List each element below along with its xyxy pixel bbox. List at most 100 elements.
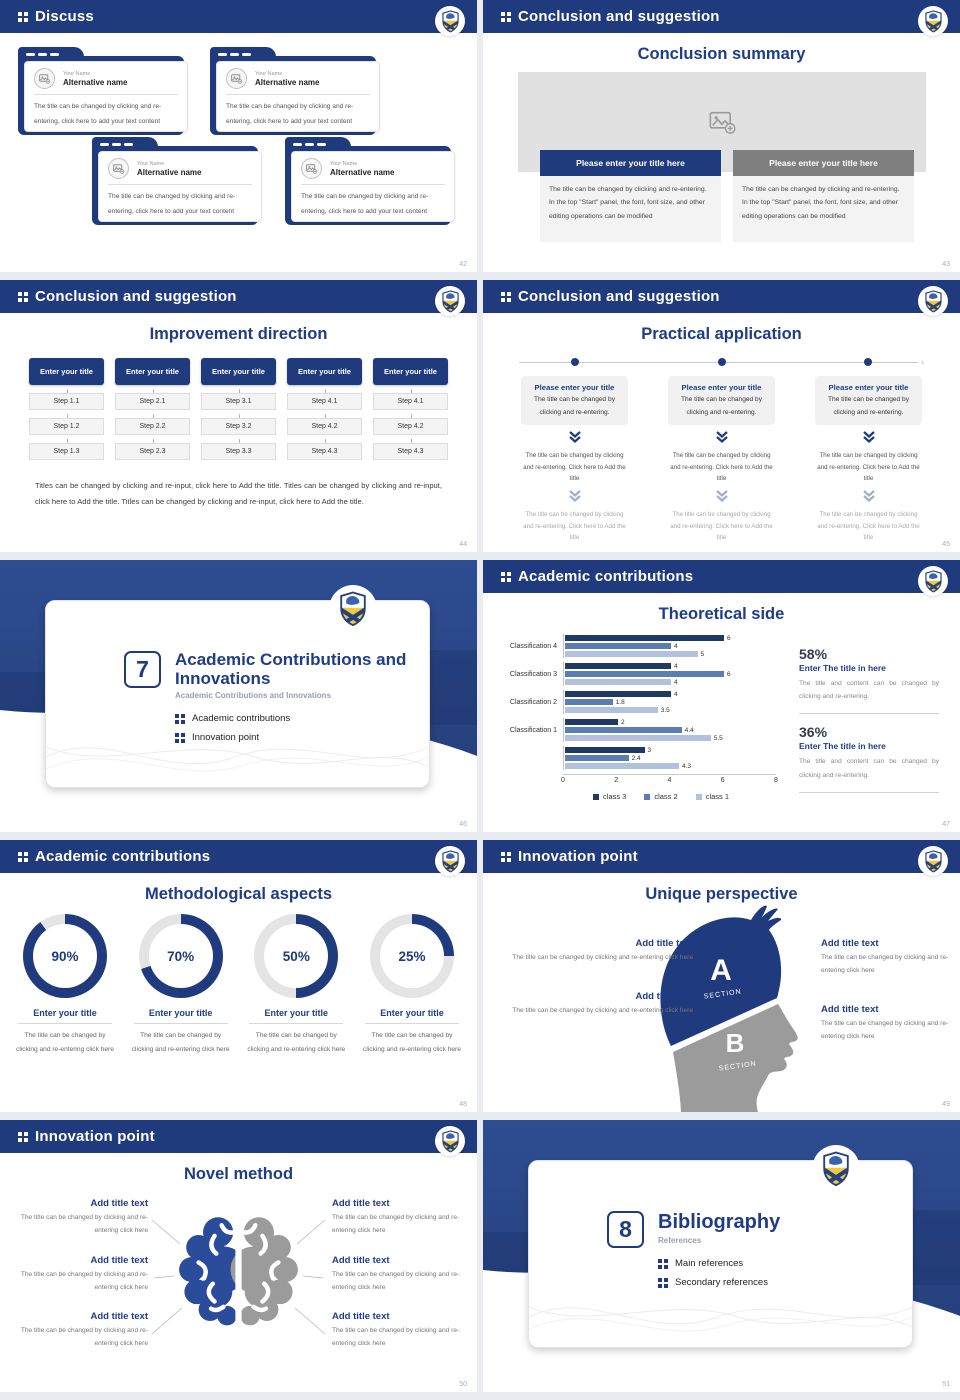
summary-columns: Please enter your title here The title c…	[540, 150, 914, 242]
step-box: Step 4.2	[373, 414, 448, 435]
bar-category-label: Classification 4	[509, 642, 557, 650]
bar-groups: Classification 4 6 4 5 Classification 3 4 6 4 Cl…	[483, 634, 795, 770]
stat-block: 58% Enter The title in here The title an…	[799, 646, 939, 715]
block-title: Add title text	[90, 1198, 148, 1209]
slide-header-bar: Conclusion and suggestion	[483, 280, 960, 313]
section-card: 8 Bibliography References Main reference…	[528, 1145, 913, 1348]
x-axis: 0 2 4 6 8	[561, 774, 778, 784]
step-box: Step 4.2	[287, 414, 362, 435]
slide-theoretical-side[interactable]: Academic contributions Theoretical side …	[483, 560, 960, 832]
column-title-button: Enter your title	[29, 358, 104, 385]
title-card: Please enter your title The title can be…	[815, 376, 922, 426]
donut-body: The title can be changed by clicking and…	[16, 1032, 114, 1053]
step-box: Step 4.3	[287, 439, 362, 460]
bar-value-label: 4	[674, 690, 678, 698]
chapter-bullets: Academic contributions Innovation point	[175, 713, 410, 743]
bottom-text: The title can be changed by clicking and…	[670, 511, 773, 542]
improvement-column: Enter your title Step 4.1 Step 4.2 Step 4.…	[373, 358, 448, 460]
step-box: Step 4.1	[373, 389, 448, 410]
donut-title: Enter your title	[249, 1008, 344, 1024]
chapter-subtitle: References	[658, 1236, 702, 1245]
card-title: Please enter your title	[534, 383, 615, 392]
chevron-down-icon	[815, 430, 922, 448]
improvement-columns: Enter your title Step 1.1 Step 1.2 Step 1.…	[0, 358, 477, 460]
card-alt-name: Alternative name	[137, 167, 202, 177]
page-number: 46	[459, 821, 467, 828]
slide-conclusion-summary[interactable]: Conclusion and suggestion Conclusion sum…	[483, 0, 960, 272]
bar-category-label: Classification 1	[509, 726, 557, 734]
bar-group: Classification 3 4 6 4	[483, 662, 795, 686]
card-title: Please enter your title	[681, 383, 762, 392]
block-body: The title can be changed by clicking and…	[332, 1327, 460, 1348]
folder-tab	[285, 137, 351, 152]
folder-tab	[210, 47, 276, 62]
header-title: Academic contributions	[35, 848, 211, 865]
header-squares-icon	[18, 1131, 28, 1142]
bar	[565, 727, 682, 733]
step-box: Step 4.1	[287, 389, 362, 410]
block-title: Add title text	[821, 938, 879, 949]
x-tick-label: 6	[720, 777, 725, 784]
slide-improvement-direction[interactable]: Conclusion and suggestion Improvement di…	[0, 280, 477, 552]
bar	[565, 735, 711, 741]
bottom-text: The title can be changed by clicking and…	[523, 511, 626, 542]
summary-column: Please enter your title here The title c…	[540, 150, 721, 242]
bullet-label: Secondary references	[675, 1277, 768, 1288]
column-body-text: The title can be changed by clicking and…	[540, 176, 721, 242]
brain-right-hemisphere	[230, 1217, 298, 1326]
donut-body: The title can be changed by clicking and…	[131, 1032, 230, 1053]
card-body-text: The title can be changed by clicking and…	[108, 193, 236, 216]
x-tick-label: 2	[614, 777, 619, 784]
text-block: Add title text The title can be changed …	[332, 1198, 472, 1238]
card-name-label: Your Name	[330, 160, 358, 167]
university-crest-logo	[918, 566, 948, 596]
text-block: Add title text The title can be changed …	[8, 1311, 148, 1351]
slide-methodological-aspects[interactable]: Academic contributions Methodological as…	[0, 840, 477, 1112]
donut-title: Enter your title	[133, 1008, 228, 1024]
slide-novel-method[interactable]: Innovation point Novel method	[0, 1120, 477, 1392]
donut-body: The title can be changed by clicking and…	[363, 1032, 461, 1053]
block-body: The title can be changed by clicking and…	[512, 1006, 693, 1014]
title-card: Please enter your title The title can be…	[521, 376, 628, 426]
university-crest-logo	[435, 846, 465, 876]
section-card: 7 Academic Contributions and Innovations…	[45, 585, 430, 788]
chapter-bullet: Academic contributions	[175, 713, 410, 724]
slide-unique-perspective[interactable]: Innovation point Unique perspective A SE…	[483, 840, 960, 1112]
bar-category-label: Classification 2	[509, 698, 557, 706]
bar	[565, 763, 679, 769]
slide-header-bar: Conclusion and suggestion	[0, 280, 477, 313]
right-text-blocks: Add title text The title can be changed …	[821, 938, 953, 1069]
text-block: Add title text The title can be changed …	[8, 1198, 148, 1238]
donut-percent: 70%	[167, 948, 195, 964]
chapter-subtitle: Academic Contributions and Innovations	[175, 691, 332, 701]
slide-section-7[interactable]: 7 Academic Contributions and Innovations…	[0, 560, 477, 832]
image-icon	[108, 158, 129, 179]
bullet-squares-icon	[658, 1277, 668, 1288]
text-block: Add title text The title can be changed …	[8, 1255, 148, 1295]
card-body-text: The title can be changed by clicking and…	[34, 103, 162, 126]
bar-value-label: 4	[674, 642, 678, 650]
practical-column: Please enter your title The title can be…	[815, 376, 922, 544]
slide-discuss[interactable]: Discuss Your Name Altern	[0, 0, 477, 272]
bar	[565, 747, 645, 753]
slide-section-8[interactable]: 8 Bibliography References Main reference…	[483, 1120, 960, 1392]
header-squares-icon	[18, 291, 28, 302]
folder-card: Your Name Alternative name The title can…	[92, 137, 262, 225]
chevron-down-icon	[521, 489, 628, 507]
folder-tab	[92, 137, 158, 152]
slide-practical-application[interactable]: Conclusion and suggestion Practical appl…	[483, 280, 960, 552]
header-title: Innovation point	[518, 848, 638, 865]
header-title: Academic contributions	[518, 568, 694, 585]
text-block: Add title text The title can be changed …	[332, 1255, 472, 1295]
title-bar: Please enter your title here	[540, 150, 721, 176]
slide-title: Unique perspective	[645, 885, 798, 903]
page-number: 42	[459, 261, 467, 268]
step-box: Step 2.2	[115, 414, 190, 435]
header-title: Conclusion and suggestion	[35, 288, 237, 305]
card-name-label: Your Name	[63, 70, 91, 77]
chapter-number: 7	[124, 651, 161, 688]
add-image-icon	[709, 111, 736, 134]
university-crest-logo	[435, 286, 465, 316]
block-title: Add title text	[332, 1254, 390, 1266]
